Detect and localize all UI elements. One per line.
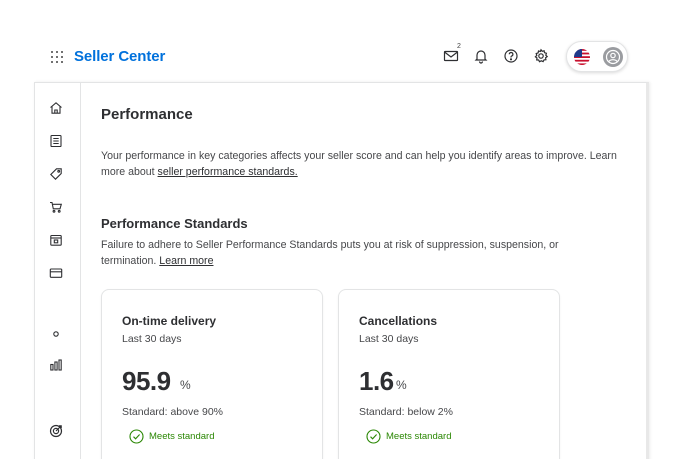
dot-icon[interactable]: [49, 327, 63, 341]
mail-count-badge: 2: [457, 43, 461, 50]
page-intro: Your performance in key categories affec…: [101, 148, 621, 180]
card-title: On-time delivery: [122, 314, 217, 328]
orders-list-icon[interactable]: [49, 134, 63, 148]
metric-standard: Standard: below 2%: [359, 406, 453, 418]
metric-card-cancellations[interactable]: Cancellations Last 30 days 1.6 % Standar…: [338, 289, 560, 459]
help-icon[interactable]: [503, 48, 519, 64]
metric-card-on-time-delivery[interactable]: On-time delivery Last 30 days 95.9 % Sta…: [101, 289, 323, 459]
us-flag-icon: [574, 49, 590, 65]
status-text: Meets standard: [386, 430, 452, 442]
metric-value: 1.6: [359, 366, 394, 396]
section-description-text: Failure to adhere to Seller Performance …: [101, 239, 559, 267]
seller-standards-link[interactable]: seller performance standards.: [157, 166, 298, 178]
card-title: Cancellations: [359, 314, 438, 328]
apps-grid-icon[interactable]: [51, 51, 63, 63]
bell-icon[interactable]: [473, 48, 489, 64]
intro-text: Your performance in key categories affec…: [101, 150, 617, 178]
check-circle-icon: [366, 428, 381, 444]
brand-title[interactable]: Seller Center: [74, 48, 166, 65]
content-frame: [34, 82, 649, 459]
section-title: Performance Standards: [101, 216, 248, 231]
metric-unit: %: [396, 378, 407, 392]
card-period: Last 30 days: [122, 333, 182, 345]
sidebar-nav: [34, 83, 81, 459]
card-period: Last 30 days: [359, 333, 419, 345]
page-title: Performance: [101, 106, 193, 123]
check-circle-icon: [129, 428, 144, 444]
top-header: Seller Center 2: [0, 0, 680, 82]
cart-icon[interactable]: [49, 200, 63, 214]
metric-standard: Standard: above 90%: [122, 406, 223, 418]
learn-more-link[interactable]: Learn more: [159, 255, 214, 267]
metric-value: 95.9: [122, 366, 171, 396]
status-text: Meets standard: [149, 430, 215, 442]
home-icon[interactable]: [49, 101, 63, 115]
section-description: Failure to adhere to Seller Performance …: [101, 237, 601, 269]
mail-icon[interactable]: [443, 48, 459, 64]
target-icon[interactable]: [49, 424, 63, 438]
metric-unit: %: [180, 378, 191, 392]
gear-icon[interactable]: [533, 48, 549, 64]
calendar-box-icon[interactable]: [49, 233, 63, 247]
status-badge: Meets standard: [366, 428, 451, 444]
tag-icon[interactable]: [49, 167, 63, 181]
bar-chart-icon[interactable]: [49, 358, 63, 372]
user-avatar-icon[interactable]: [603, 47, 623, 67]
card-icon[interactable]: [49, 266, 63, 280]
status-badge: Meets standard: [129, 428, 214, 444]
account-switcher[interactable]: [566, 41, 628, 72]
